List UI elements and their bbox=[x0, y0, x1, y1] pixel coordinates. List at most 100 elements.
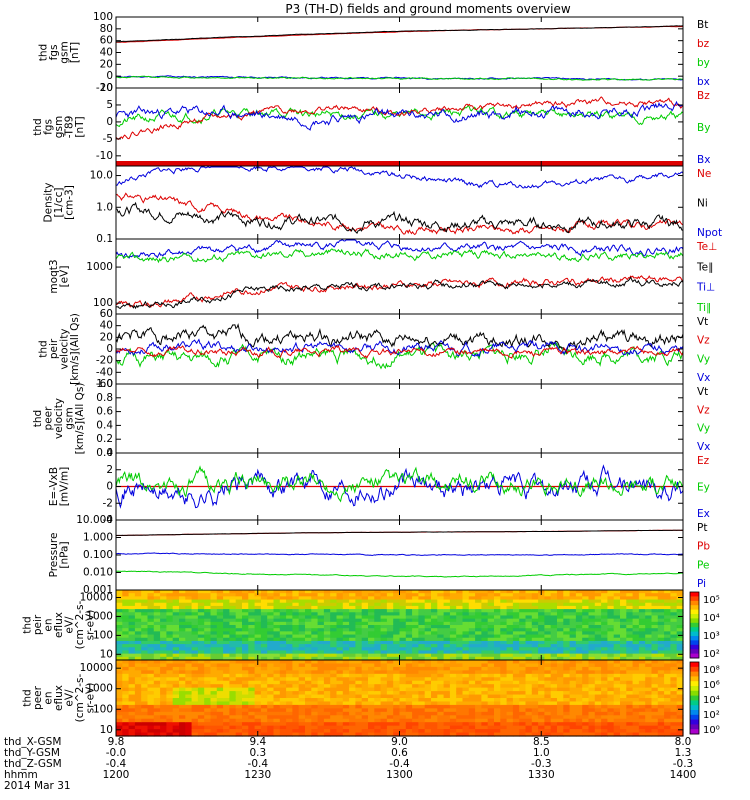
y-tick-label: 60 bbox=[100, 308, 113, 320]
legend-p5-1: Vz bbox=[697, 335, 710, 347]
xaxis-value: 1.0 bbox=[533, 747, 550, 759]
y-tick-label: 0 bbox=[106, 116, 113, 128]
y-tick-label: 1.0 bbox=[96, 378, 113, 390]
y-axis-label-line: thd bbox=[22, 616, 34, 633]
y-tick-label: 40 bbox=[100, 47, 113, 59]
xaxis-value: 1330 bbox=[528, 769, 555, 781]
series-p4-Ti⊥ bbox=[115, 239, 684, 259]
y-tick-label: -5 bbox=[103, 133, 113, 145]
y-tick-label: -2 bbox=[103, 497, 113, 509]
legend-p2-1: By bbox=[697, 122, 710, 134]
legend-p1-3: bx bbox=[697, 76, 710, 88]
legend-p8-0: Pt bbox=[697, 522, 707, 534]
series-p5-Vt bbox=[115, 323, 684, 355]
series-p8-Pi bbox=[115, 552, 684, 557]
y-axis-label-line: peir bbox=[48, 338, 60, 359]
y-tick-label: 10 bbox=[100, 82, 113, 94]
y-tick-label: 1000 bbox=[86, 611, 113, 623]
frame-p2 bbox=[115, 87, 684, 167]
y-tick-label: 0 bbox=[106, 343, 113, 355]
xaxis-value: 0.3 bbox=[249, 747, 266, 759]
legend-p6-1: Vz bbox=[697, 404, 710, 416]
xaxis-value: -0.4 bbox=[248, 758, 269, 770]
y-axis-label-line: gsm bbox=[58, 41, 70, 63]
series-p3-Ne bbox=[115, 192, 684, 236]
y-axis-label-line: [mV/m] bbox=[58, 467, 70, 506]
xaxis-value: 1400 bbox=[670, 769, 697, 781]
legend-p8-1: Pb bbox=[697, 541, 710, 553]
y-axis-label-line: thd bbox=[32, 118, 44, 135]
y-axis-label-line: eV/ bbox=[64, 689, 76, 707]
y-tick-label: 0.010 bbox=[83, 567, 113, 579]
series-p1-bz bbox=[115, 25, 684, 43]
y-tick-label: 100 bbox=[93, 11, 113, 23]
legend-p6-2: Vy bbox=[697, 423, 710, 435]
colorbar-label: 10⁶ bbox=[703, 680, 720, 691]
y-tick-label: 0.1 bbox=[96, 233, 113, 245]
xaxis-value: 1230 bbox=[244, 769, 271, 781]
legend-p5-0: Vt bbox=[697, 316, 708, 328]
series-p4-Te∥ bbox=[115, 276, 684, 310]
colorbar-label: 10⁴ bbox=[703, 695, 720, 706]
y-axis-label-line: [nT] bbox=[74, 116, 86, 137]
y-axis-label-p3: Density[1/cc][cm-3] bbox=[43, 183, 76, 223]
xaxis-value: 0.6 bbox=[391, 747, 408, 759]
y-axis-label-line: [nT] bbox=[69, 42, 81, 63]
y-tick-label: 10.0 bbox=[90, 170, 113, 182]
y-tick-label: 80 bbox=[100, 23, 113, 35]
legend-p5-3: Vx bbox=[697, 372, 710, 384]
legend-p3-1: Ni bbox=[697, 198, 708, 210]
legend-p8-2: Pe bbox=[697, 559, 709, 571]
legend-p5-2: Vy bbox=[697, 353, 710, 365]
y-tick-label: 1.0 bbox=[96, 201, 113, 213]
y-axis-label-line: peer bbox=[32, 685, 44, 710]
xaxis-value: 1.3 bbox=[675, 747, 692, 759]
y-tick-label: -60 bbox=[96, 378, 113, 390]
series-p3-Npot bbox=[115, 166, 684, 189]
xaxis-value: -0.4 bbox=[389, 758, 410, 770]
series-p4-Te⊥ bbox=[115, 275, 684, 308]
y-tick-label: 10000 bbox=[80, 592, 113, 604]
series-p2-Bx bbox=[115, 100, 684, 131]
y-tick-label: -20 bbox=[96, 82, 113, 94]
y-axis-label-line: [1/cc] bbox=[53, 188, 65, 218]
xaxis-row-label: thd_Z-GSM bbox=[4, 758, 62, 770]
y-axis-label-line: velocity bbox=[58, 328, 70, 369]
legend-p8-3: Pi bbox=[697, 578, 706, 590]
series-p5-Vy bbox=[115, 341, 684, 370]
y-tick-label: -40 bbox=[96, 366, 113, 378]
y-tick-label: 0 bbox=[106, 481, 113, 493]
text-layer: 10⁵10⁴10³10²10⁸10⁶10⁴10²10⁰-200204060801… bbox=[4, 11, 722, 792]
y-axis-label-line: eV/ bbox=[64, 616, 76, 634]
y-axis-label-line: [km/s](All Qs) bbox=[74, 383, 86, 455]
colorbar-label: 10⁴ bbox=[703, 613, 720, 624]
y-tick-label: 2 bbox=[106, 464, 113, 476]
xaxis-value: 8.5 bbox=[533, 736, 550, 748]
xaxis-row-label: thd_Y-GSM bbox=[4, 747, 60, 759]
series-p1-bx bbox=[115, 75, 684, 81]
legend-p3-2: Npot bbox=[697, 227, 722, 239]
y-tick-label: 20 bbox=[100, 58, 113, 70]
y-axis-label-line: eflux bbox=[53, 685, 65, 711]
y-axis-label-line: en bbox=[43, 691, 55, 704]
colorbar-label: 10² bbox=[703, 710, 720, 721]
y-axis-label-line: [km/s](All Qs) bbox=[69, 313, 81, 385]
xaxis-value: 9.0 bbox=[391, 736, 408, 748]
spectrogram-p9 bbox=[116, 590, 684, 661]
y-axis-label-line: fgs bbox=[43, 119, 55, 135]
xaxis-value: 9.4 bbox=[249, 736, 266, 748]
y-tick-label: -10 bbox=[96, 150, 113, 162]
legend-p7-1: Ey bbox=[697, 482, 710, 494]
y-axis-label-line: (cm^2-s- bbox=[74, 600, 86, 649]
xaxis-value: 1300 bbox=[386, 769, 413, 781]
y-axis-label-line: gsm bbox=[53, 116, 65, 138]
y-axis-label-line: [eV] bbox=[58, 266, 70, 288]
y-axis-label-p7: E=-VxB[mV/m] bbox=[48, 467, 71, 506]
y-tick-label: 10 bbox=[100, 724, 113, 736]
xaxis-value: -0.0 bbox=[106, 747, 127, 759]
series-p3-Ni bbox=[115, 201, 684, 234]
y-tick-label: 0 bbox=[106, 70, 113, 82]
